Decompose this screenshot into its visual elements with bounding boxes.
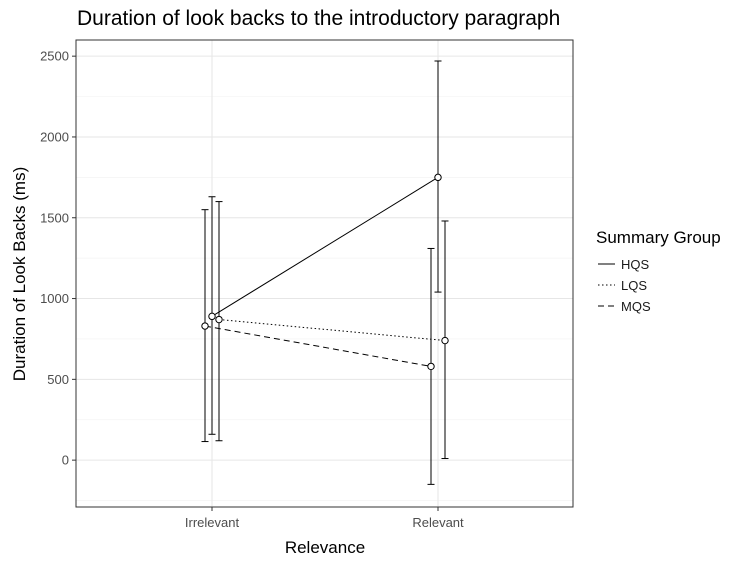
x-tick-label: Relevant bbox=[412, 515, 464, 530]
y-tick-label: 1000 bbox=[40, 291, 69, 306]
data-point-lqs bbox=[215, 315, 223, 324]
data-point-mqs bbox=[201, 322, 209, 330]
legend-title: Summary Group bbox=[596, 228, 721, 247]
y-tick-label: 2000 bbox=[40, 129, 69, 144]
series-layer bbox=[201, 60, 449, 485]
series-line-lqs bbox=[218, 319, 446, 342]
x-axis-label: Relevance bbox=[285, 538, 365, 557]
y-axis-label: Duration of Look Backs (ms) bbox=[10, 167, 29, 381]
y-tick-label: 2500 bbox=[40, 49, 69, 64]
legend: HQS LQS MQS bbox=[598, 257, 651, 314]
series-line-hqs bbox=[211, 176, 439, 317]
data-point-hqs bbox=[434, 173, 442, 182]
y-tick-label: 1500 bbox=[40, 210, 69, 225]
plot-panel bbox=[75, 39, 574, 508]
data-point-hqs bbox=[208, 312, 216, 321]
grid bbox=[76, 40, 573, 507]
y-tick-label: 500 bbox=[47, 372, 69, 387]
data-point-mqs bbox=[427, 362, 435, 371]
chart-title: Duration of look backs to the introducto… bbox=[77, 7, 561, 30]
legend-label: HQS bbox=[621, 257, 650, 272]
y-tick-label: 0 bbox=[62, 453, 69, 468]
axes: 0 500 1000 1500 2000 2500 Irrelevant Relevant bbox=[40, 49, 464, 530]
x-tick-label: Irrelevant bbox=[185, 515, 240, 530]
series-line-mqs bbox=[204, 325, 432, 367]
legend-label: LQS bbox=[621, 278, 647, 293]
legend-label: MQS bbox=[621, 299, 651, 314]
data-point-lqs bbox=[441, 336, 449, 345]
